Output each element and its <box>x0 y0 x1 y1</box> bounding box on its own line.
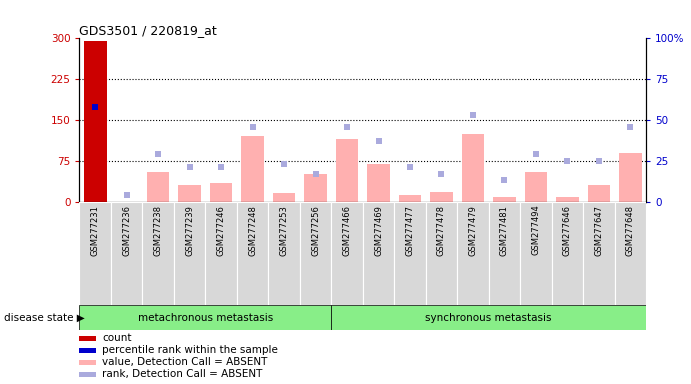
Bar <box>614 202 646 305</box>
Text: rank, Detection Call = ABSENT: rank, Detection Call = ABSENT <box>102 369 263 379</box>
Text: GSM277647: GSM277647 <box>594 205 603 256</box>
Text: GDS3501 / 220819_at: GDS3501 / 220819_at <box>79 24 217 37</box>
Bar <box>336 139 359 202</box>
Text: value, Detection Call = ABSENT: value, Detection Call = ABSENT <box>102 357 267 367</box>
Bar <box>237 202 268 305</box>
Bar <box>79 360 97 365</box>
Bar <box>79 372 97 377</box>
Text: GSM277246: GSM277246 <box>216 205 226 256</box>
Text: GSM277466: GSM277466 <box>343 205 352 256</box>
Bar <box>210 182 232 202</box>
Bar <box>583 202 614 305</box>
Bar <box>241 136 264 202</box>
Bar <box>142 202 174 305</box>
Text: GSM277479: GSM277479 <box>468 205 477 256</box>
Bar <box>268 202 300 305</box>
Text: GSM277494: GSM277494 <box>531 205 540 255</box>
Bar <box>367 164 390 202</box>
Text: count: count <box>102 333 131 343</box>
Text: GSM277231: GSM277231 <box>91 205 100 256</box>
Text: synchronous metastasis: synchronous metastasis <box>426 313 552 323</box>
Text: GSM277239: GSM277239 <box>185 205 194 256</box>
Bar <box>493 197 515 202</box>
Text: percentile rank within the sample: percentile rank within the sample <box>102 345 278 355</box>
Text: metachronous metastasis: metachronous metastasis <box>138 313 273 323</box>
Bar <box>363 202 395 305</box>
Text: disease state ▶: disease state ▶ <box>4 313 85 323</box>
Text: GSM277253: GSM277253 <box>280 205 289 256</box>
Bar <box>331 202 363 305</box>
Text: GSM277481: GSM277481 <box>500 205 509 256</box>
Bar <box>489 202 520 305</box>
Bar <box>426 202 457 305</box>
Bar <box>587 185 610 202</box>
Bar <box>304 174 327 202</box>
Bar <box>174 202 205 305</box>
Bar <box>84 41 106 202</box>
Bar <box>395 202 426 305</box>
Text: GSM277469: GSM277469 <box>374 205 383 256</box>
Bar <box>524 172 547 202</box>
Text: GSM277256: GSM277256 <box>311 205 320 256</box>
Bar <box>551 202 583 305</box>
Bar <box>399 195 422 202</box>
Text: GSM277478: GSM277478 <box>437 205 446 256</box>
Bar <box>205 202 237 305</box>
Bar <box>79 202 111 305</box>
Bar <box>273 194 296 202</box>
Bar <box>178 185 201 202</box>
Text: GSM277646: GSM277646 <box>563 205 572 256</box>
Bar <box>619 153 642 202</box>
Text: GSM277236: GSM277236 <box>122 205 131 256</box>
Bar <box>79 336 97 341</box>
Bar <box>146 172 169 202</box>
Text: GSM277238: GSM277238 <box>153 205 162 256</box>
Text: GSM277477: GSM277477 <box>406 205 415 256</box>
Text: GSM277248: GSM277248 <box>248 205 257 256</box>
Bar <box>556 197 579 202</box>
Bar <box>462 134 484 202</box>
Bar <box>79 348 97 353</box>
Text: GSM277648: GSM277648 <box>626 205 635 256</box>
Bar <box>430 192 453 202</box>
Bar <box>520 202 551 305</box>
Bar <box>457 202 489 305</box>
Bar <box>331 305 646 330</box>
Bar <box>111 202 142 305</box>
Bar <box>300 202 331 305</box>
Bar <box>79 305 331 330</box>
